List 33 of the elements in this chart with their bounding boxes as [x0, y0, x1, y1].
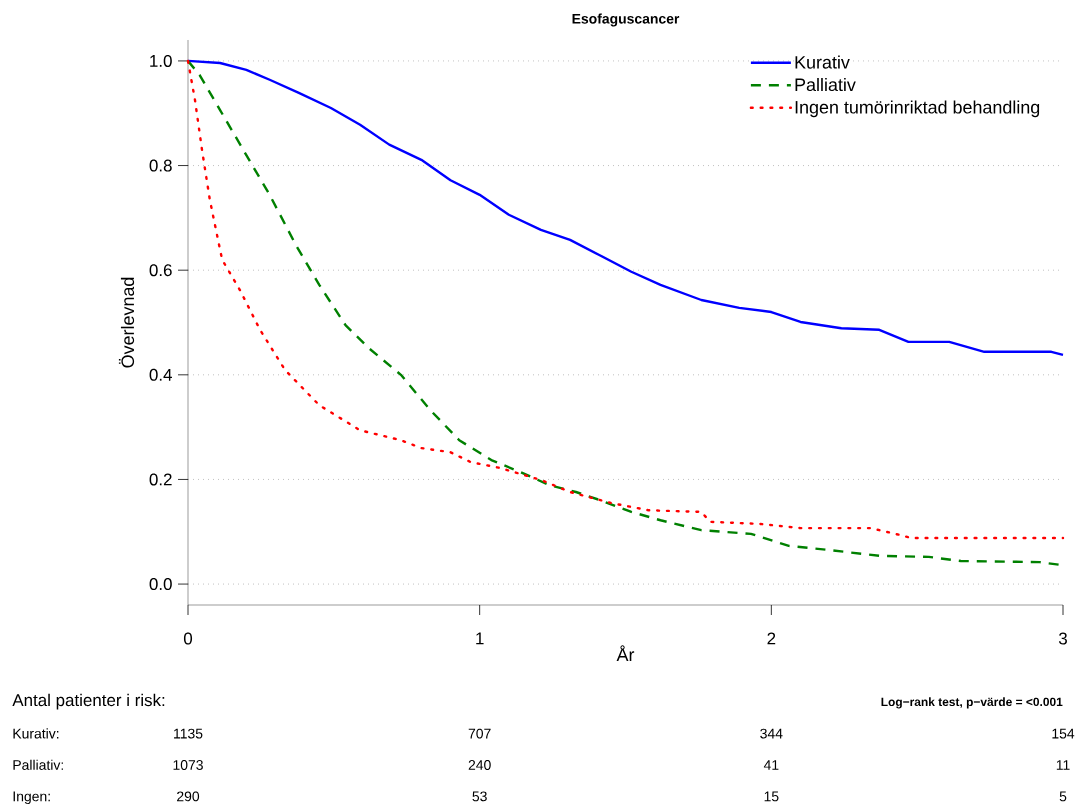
- chart-title: Esofaguscancer: [572, 13, 680, 27]
- text: 15: [764, 791, 779, 802]
- text: 11: [1056, 760, 1070, 770]
- x-tick-label: 1: [476, 632, 484, 645]
- y-tick-label: 0.4: [149, 368, 172, 381]
- y-tick-label: 0.0: [149, 578, 172, 591]
- x-axis-title: År: [616, 645, 635, 661]
- x-tick-label: 2: [767, 632, 776, 645]
- x-tick-label: 3: [1058, 632, 1067, 645]
- text: 1135: [174, 728, 203, 739]
- text: Log−rank test, p−värde = <0.001: [881, 697, 1063, 709]
- x-tick-label: 0: [183, 632, 193, 645]
- text: 344: [760, 728, 783, 739]
- text: 5: [1059, 791, 1067, 802]
- text: 53: [472, 791, 487, 802]
- text: Kurativ:: [13, 728, 59, 739]
- text: 290: [177, 791, 200, 802]
- text: Antal patienter i risk:: [12, 693, 165, 710]
- text: 240: [468, 760, 491, 770]
- legend-label: Palliativ: [795, 77, 856, 92]
- y-axis-title: Överlevnad: [118, 277, 135, 368]
- text: 154: [1052, 728, 1075, 739]
- text: Palliativ:: [13, 759, 63, 770]
- legend-label: Ingen tumörinriktad behandling: [795, 100, 1040, 118]
- text: 707: [468, 728, 491, 739]
- legend-label: Kurativ: [795, 55, 850, 69]
- y-tick-label: 1.0: [150, 54, 172, 67]
- text: 1073: [173, 760, 203, 770]
- y-tick-label: 0.2: [149, 473, 172, 486]
- text: 41: [763, 760, 779, 770]
- text: Ingen:: [13, 791, 50, 805]
- y-tick-label: 0.8: [149, 159, 172, 172]
- y-tick-label: 0.6: [149, 264, 172, 277]
